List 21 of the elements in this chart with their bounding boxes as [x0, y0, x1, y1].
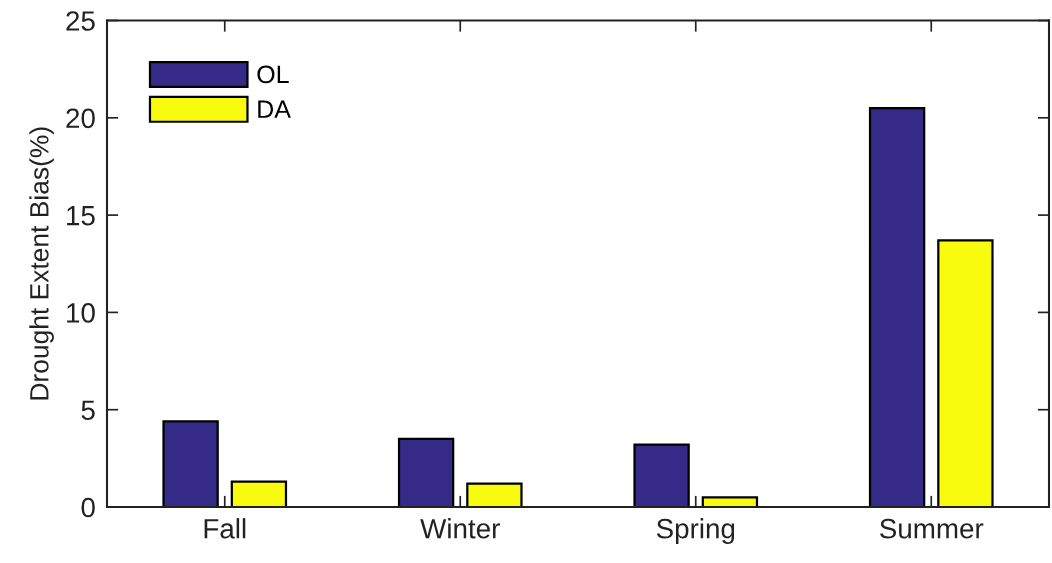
legend-label: OL — [257, 65, 289, 84]
y-tick-label: 10 — [67, 303, 95, 323]
bar — [633, 443, 690, 507]
bar — [701, 496, 759, 507]
y-tick-label: 0 — [81, 497, 95, 518]
bar — [397, 437, 455, 507]
bar — [162, 420, 219, 507]
bar — [868, 106, 926, 507]
y-axis-title: Drought Extent Bias(%) — [29, 127, 54, 400]
x-tick-label: Winter — [420, 518, 500, 539]
bar — [937, 239, 994, 507]
legend-label: DA — [258, 100, 291, 118]
bar — [466, 482, 523, 507]
y-tick-label: 25 — [66, 11, 95, 31]
x-tick-label: Fall — [204, 518, 246, 539]
bar — [230, 480, 288, 507]
y-tick-label: 15 — [67, 206, 95, 226]
y-tick-label: 5 — [81, 400, 95, 421]
y-tick-label: 20 — [66, 108, 95, 129]
x-tick-label: Spring — [656, 518, 735, 545]
x-tick-label: Summer — [880, 518, 984, 539]
